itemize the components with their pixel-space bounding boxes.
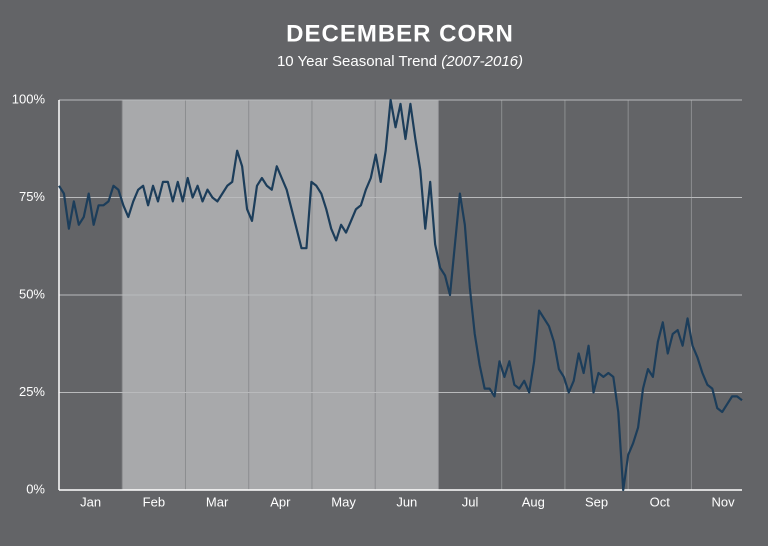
x-tick-label: Apr bbox=[270, 494, 291, 509]
series-line bbox=[58, 98, 743, 492]
x-tick-label: Jun bbox=[396, 494, 417, 509]
x-tick-label: Sep bbox=[585, 494, 608, 509]
y-tick-label: 0% bbox=[26, 481, 45, 496]
subtitle-years: (2007-2016) bbox=[441, 53, 523, 70]
x-tick-label: Mar bbox=[206, 494, 229, 509]
x-tick-label: Nov bbox=[711, 494, 735, 509]
y-tick-label: 100% bbox=[12, 91, 46, 106]
x-tick-label: Aug bbox=[522, 494, 545, 509]
x-tick-label: Jul bbox=[462, 494, 479, 509]
x-tick-label: Jan bbox=[80, 494, 101, 509]
y-tick-label: 50% bbox=[19, 286, 45, 301]
x-tick-label: Feb bbox=[143, 494, 165, 509]
y-tick-label: 25% bbox=[19, 384, 45, 399]
subtitle-text: 10 Year Seasonal Trend bbox=[277, 53, 437, 70]
y-tick-label: 75% bbox=[19, 189, 45, 204]
chart-title: DECEMBER CORN bbox=[286, 20, 514, 47]
chart-subtitle: 10 Year Seasonal Trend (2007-2016) bbox=[277, 53, 523, 70]
x-tick-label: Oct bbox=[650, 494, 671, 509]
x-tick-label: May bbox=[331, 494, 356, 509]
